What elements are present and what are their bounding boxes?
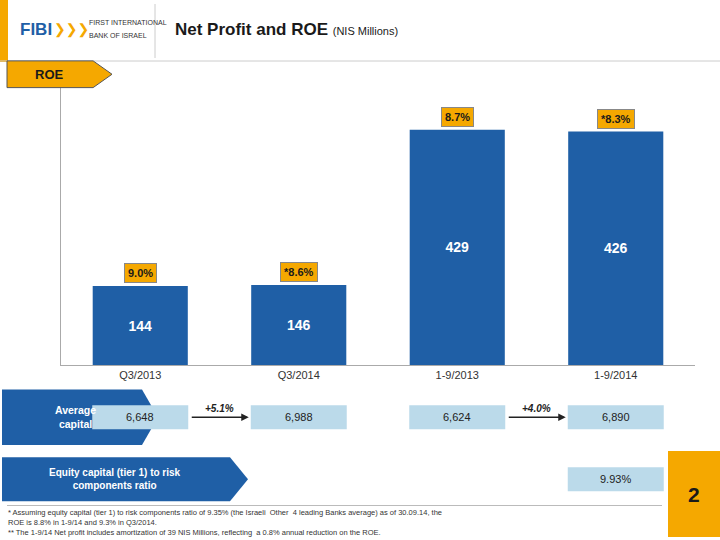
svg-text:BANK OF ISRAEL: BANK OF ISRAEL xyxy=(89,32,147,39)
svg-text:Q3/2013: Q3/2013 xyxy=(119,369,161,381)
svg-text:6,648: 6,648 xyxy=(126,411,154,423)
svg-text:FIRST INTERNATIONAL: FIRST INTERNATIONAL xyxy=(89,19,167,26)
svg-text:6,624: 6,624 xyxy=(443,411,471,423)
svg-text:** The 1-9/14 Net profit inclu: ** The 1-9/14 Net profit includes amorti… xyxy=(8,528,381,537)
svg-text:1-9/2014: 1-9/2014 xyxy=(594,369,637,381)
svg-text:429: 429 xyxy=(445,239,469,255)
svg-text:+5.1%: +5.1% xyxy=(205,403,234,414)
svg-text:6,890: 6,890 xyxy=(602,411,630,423)
svg-text:8.7%: 8.7% xyxy=(445,111,470,123)
svg-text:144: 144 xyxy=(128,318,152,334)
svg-text:FIBI: FIBI xyxy=(20,20,52,39)
svg-text:Q3/2014: Q3/2014 xyxy=(278,369,320,381)
svg-text:* Assuming equity capital (tie: * Assuming equity capital (tier 1) to ri… xyxy=(8,508,442,517)
svg-text:Averagecapital: Averagecapital xyxy=(55,404,96,430)
svg-text:❯❯❯: ❯❯❯ xyxy=(54,21,89,38)
svg-text:146: 146 xyxy=(287,317,311,333)
svg-text:9.0%: 9.0% xyxy=(128,267,153,279)
svg-text:ROE is 8.8% in 1-9/14 and 9.3%: ROE is 8.8% in 1-9/14 and 9.3% in Q3/201… xyxy=(8,518,157,527)
svg-text:1-9/2013: 1-9/2013 xyxy=(436,369,479,381)
svg-text:ROE: ROE xyxy=(35,67,64,82)
svg-text:*8.6%: *8.6% xyxy=(284,266,314,278)
svg-text:Equity capital (tier 1) to ris: Equity capital (tier 1) to riskcomponent… xyxy=(49,467,181,491)
svg-text:426: 426 xyxy=(604,240,628,256)
svg-text:+4.0%: +4.0% xyxy=(522,403,551,414)
svg-text:6,988: 6,988 xyxy=(285,411,313,423)
svg-text:2: 2 xyxy=(688,483,700,506)
svg-text:*8.3%: *8.3% xyxy=(601,113,631,125)
svg-text:Net Profit and ROE (NIS Millio: Net Profit and ROE (NIS Millions) xyxy=(175,20,398,39)
svg-text:9.93%: 9.93% xyxy=(600,473,631,485)
